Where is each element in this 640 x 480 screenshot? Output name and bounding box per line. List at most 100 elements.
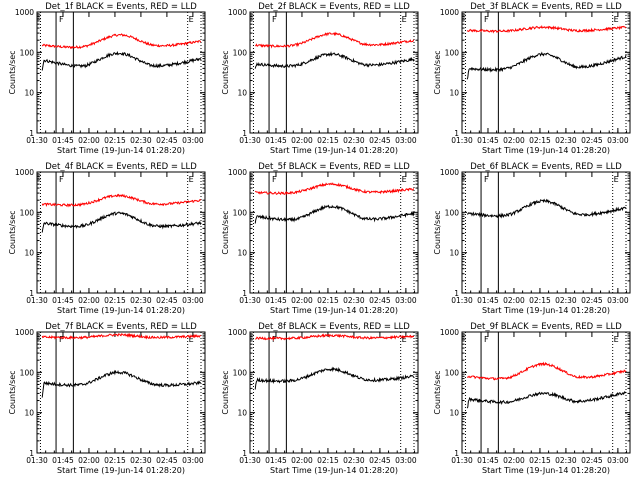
x-tick-label: 03:00 <box>607 296 629 305</box>
x-tick-label: 02:00 <box>503 136 525 145</box>
x-tick-label: 02:30 <box>130 296 152 305</box>
x-tick-label: 02:00 <box>78 456 100 465</box>
x-tick-label: 01:45 <box>265 456 287 465</box>
panel-det-5f: Det_5f BLACK = Events, RED = LLD E F E 1 10 10… <box>221 162 419 315</box>
lld-series-line <box>466 24 627 34</box>
y-tick-label: 1000 <box>15 328 34 337</box>
y-axis-label: Counts/sec <box>221 210 230 254</box>
y-tick-label: 100 <box>20 48 35 57</box>
plot-frame <box>461 331 631 454</box>
x-tick-label: 02:30 <box>343 136 365 145</box>
marker-e: E <box>402 335 407 344</box>
x-tick-label: 03:00 <box>607 456 629 465</box>
y-tick-label: 10 <box>24 249 34 258</box>
x-tick-label: 02:00 <box>78 296 100 305</box>
x-tick-label: 02:45 <box>581 136 603 145</box>
y-tick-label: 1000 <box>228 8 247 17</box>
plot-frame <box>36 171 206 294</box>
x-tick-label: 01:45 <box>265 296 287 305</box>
plot-frame <box>249 331 419 454</box>
x-tick-label: 02:15 <box>104 136 126 145</box>
x-tick-label: 01:30 <box>239 136 261 145</box>
y-tick-label: 1000 <box>440 8 459 17</box>
x-tick-label: 02:30 <box>343 296 365 305</box>
y-tick-label: 1 <box>242 129 247 138</box>
x-tick-label: 02:30 <box>130 456 152 465</box>
x-tick-label: 02:15 <box>317 456 339 465</box>
panel-title: Det_5f BLACK = Events, RED = LLD <box>258 162 410 172</box>
events-series-line <box>467 198 627 219</box>
panel-title: Det_3f BLACK = Events, RED = LLD <box>470 2 622 12</box>
events-series-line <box>41 50 202 71</box>
marker-f: F <box>484 175 489 184</box>
marker-f: F <box>59 335 64 344</box>
x-axis-label: Start Time (19-Jun-14 01:28:20) <box>482 306 610 315</box>
x-tick-label: 01:30 <box>26 456 48 465</box>
x-tick-label: 01:45 <box>477 456 499 465</box>
x-tick-label: 02:00 <box>503 296 525 305</box>
x-axis-label: Start Time (19-Jun-14 01:28:20) <box>270 146 398 155</box>
x-tick-label: 02:45 <box>581 296 603 305</box>
y-axis-label: Counts/sec <box>221 370 230 414</box>
x-tick-label: 01:45 <box>52 136 74 145</box>
y-tick-label: 1 <box>29 449 34 458</box>
plot-frame <box>461 171 631 294</box>
events-series-line <box>466 390 627 409</box>
marker-e: E <box>189 175 194 184</box>
x-axis-label: Start Time (19-Jun-14 01:28:20) <box>270 306 398 315</box>
lld-series-line <box>255 333 415 342</box>
events-series-line <box>41 369 201 398</box>
x-tick-label: 02:15 <box>104 296 126 305</box>
y-tick-label: 1000 <box>228 168 247 177</box>
x-tick-label: 02:15 <box>317 296 339 305</box>
events-series-line <box>254 366 415 390</box>
x-tick-label: 03:00 <box>182 296 204 305</box>
x-tick-label: 02:15 <box>529 136 551 145</box>
marker-e: E <box>249 333 254 342</box>
x-tick-label: 02:30 <box>555 296 577 305</box>
x-tick-label: 01:30 <box>451 136 473 145</box>
events-series-line <box>254 204 415 224</box>
events-series-line <box>254 51 415 69</box>
plot-frame <box>249 171 419 294</box>
y-tick-label: 100 <box>233 368 248 377</box>
marker-e: E <box>36 173 41 182</box>
panel-det-6f: Det_6f BLACK = Events, RED = LLD E F E 1 10 10… <box>433 162 631 315</box>
x-tick-label: 01:45 <box>477 296 499 305</box>
marker-e: E <box>614 335 619 344</box>
lld-series-line <box>254 182 415 196</box>
panel-title: Det_6f BLACK = Events, RED = LLD <box>470 162 622 172</box>
x-tick-label: 03:00 <box>395 456 417 465</box>
y-axis-label: Counts/sec <box>433 50 442 94</box>
x-tick-label: 02:15 <box>104 456 126 465</box>
x-axis-label: Start Time (19-Jun-14 01:28:20) <box>482 146 610 155</box>
y-tick-label: 100 <box>445 208 460 217</box>
marker-e: E <box>189 15 194 24</box>
plot-frame <box>36 11 206 134</box>
x-tick-label: 02:45 <box>156 136 178 145</box>
y-tick-label: 1000 <box>440 328 459 337</box>
panel-det-4f: Det_4f BLACK = Events, RED = LLD E F E 1 10 10… <box>8 162 206 315</box>
panel-title: Det_7f BLACK = Events, RED = LLD <box>45 322 197 332</box>
lld-series-line <box>41 332 202 341</box>
lld-series-line <box>41 193 201 208</box>
marker-e: E <box>36 13 41 22</box>
marker-e: E <box>189 335 194 344</box>
lld-series-line <box>466 361 627 381</box>
y-axis-label: Counts/sec <box>8 210 17 254</box>
marker-e: E <box>249 13 254 22</box>
x-tick-label: 01:30 <box>239 296 261 305</box>
x-tick-label: 01:30 <box>26 136 48 145</box>
y-tick-label: 1000 <box>228 328 247 337</box>
events-series-line <box>466 51 627 80</box>
y-tick-label: 10 <box>24 409 34 418</box>
x-tick-label: 02:30 <box>555 136 577 145</box>
x-axis-label: Start Time (19-Jun-14 01:28:20) <box>57 306 185 315</box>
marker-e: E <box>461 13 466 22</box>
x-tick-label: 03:00 <box>395 296 417 305</box>
x-tick-label: 02:45 <box>581 456 603 465</box>
x-tick-label: 02:15 <box>317 136 339 145</box>
marker-e: E <box>249 173 254 182</box>
x-tick-label: 02:30 <box>555 456 577 465</box>
